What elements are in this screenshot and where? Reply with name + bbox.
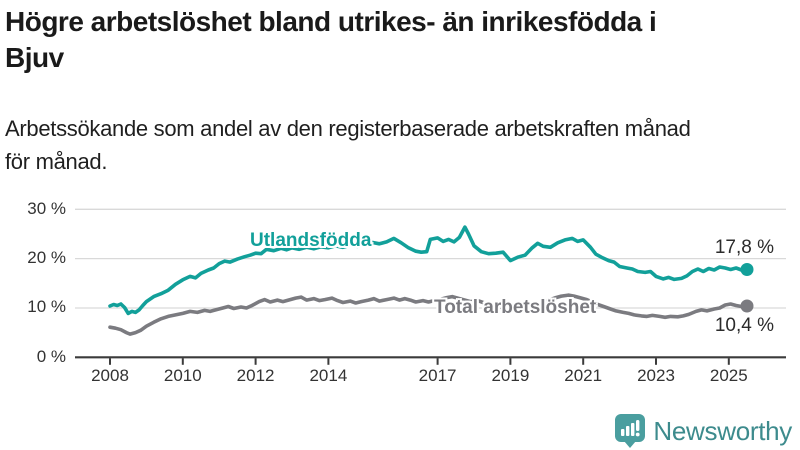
x-axis-tick-label: 2012 [236,366,275,385]
series-end-dot-0 [740,263,754,276]
x-axis-tick-label: 2021 [564,366,603,385]
page-title-line1: Högre arbetslöshet bland utrikes- än inr… [5,6,657,37]
y-axis-tick-label: 10 % [27,297,66,317]
x-axis-tick-label: 2008 [91,366,129,385]
x-axis-tick-label: 2025 [709,366,748,385]
x-axis-tick-label: 2017 [418,366,457,385]
series-label-utlandsfodda: Utlandsfödda [250,230,372,251]
end-value-utlandsfodda: 17,8 % [714,237,774,258]
series-line-0 [108,225,749,316]
x-axis-tick-label: 2014 [309,366,348,385]
end-value-total-arbetsloshet: 10,4 % [714,315,774,336]
gridlines [75,208,786,309]
series-line-1 [108,293,749,336]
chart-subtitle-line1: Arbetssökande som andel av den registerb… [5,116,691,141]
x-axis [75,356,786,365]
chart-series-lines [108,225,754,336]
series-end-dot-1 [740,299,754,313]
y-axis-tick-label: 20 % [27,248,66,268]
y-axis-tick-label: 0 % [36,346,66,366]
x-axis-tick-label: 2023 [637,366,675,385]
chart-subtitle-line2: för månad. [5,149,108,174]
series-label-total-arbetsloshet: Total arbetslöshet [434,297,597,318]
x-axis-tick-label: 2019 [491,366,530,385]
newsworthy-bar-chart-bubble-icon [615,414,646,448]
page-title: Högre arbetslöshet bland utrikes- än inr… [5,4,797,76]
newsworthy-logo: Newsworthy [615,412,792,450]
brand-name: Newsworthy [653,415,792,446]
chart-subtitle: Arbetssökande som andel av den registerb… [5,112,797,178]
page-title-line2: Bjuv [5,42,64,73]
y-axis-tick-label: 30 % [27,198,66,218]
x-axis-tick-label: 2010 [163,366,202,385]
